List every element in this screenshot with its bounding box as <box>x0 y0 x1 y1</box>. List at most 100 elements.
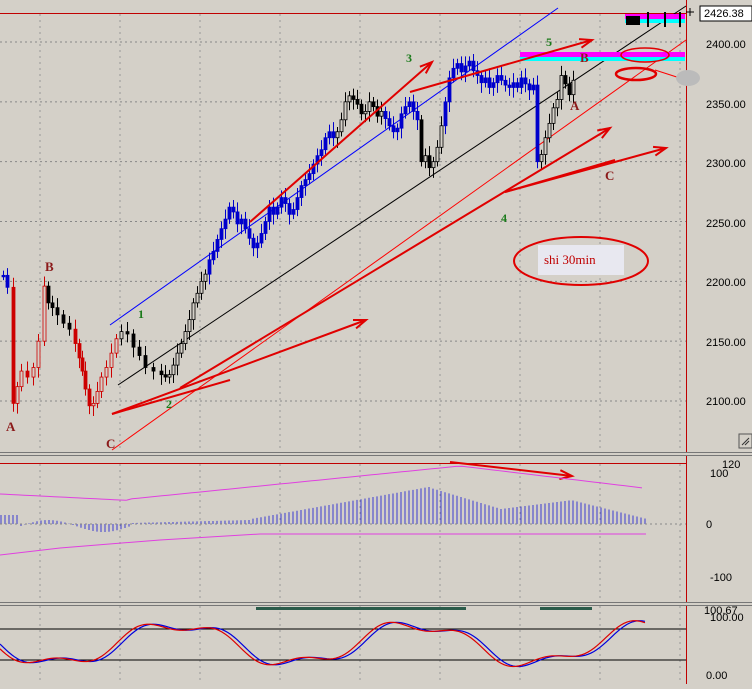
candle-body <box>315 155 320 165</box>
stoch-panel[interactable] <box>0 606 688 682</box>
last-price-label: 2426.38 <box>704 8 744 20</box>
magenta-band <box>520 52 685 57</box>
candle-body <box>151 367 156 372</box>
candle-body <box>331 131 336 139</box>
wave-label-2: 2 <box>166 397 172 411</box>
candle-body <box>379 111 384 117</box>
candle-body <box>531 84 536 91</box>
candles <box>1 53 576 416</box>
price-tick-4: 2200.00 <box>706 277 746 289</box>
candle-body <box>67 322 72 330</box>
candle-body <box>73 328 78 344</box>
candle-body <box>311 163 316 175</box>
candle-body <box>183 331 188 344</box>
candle-body <box>423 155 428 163</box>
zoom-button[interactable] <box>738 433 752 449</box>
candle-body <box>355 99 360 105</box>
macd-top-label: 120 <box>722 459 740 471</box>
candle-body <box>527 83 532 91</box>
candle-body <box>295 197 300 210</box>
candle-body <box>323 137 328 151</box>
wave-label-C: C <box>605 168 614 183</box>
arrow-wave3 <box>249 61 433 223</box>
wave-label-A: A <box>570 98 580 113</box>
annotation-text: shi 30min <box>544 252 596 267</box>
candle-body <box>451 67 456 79</box>
candle-body <box>307 173 312 181</box>
candle-body <box>287 203 292 215</box>
candle-body <box>463 65 468 73</box>
candle-body <box>283 197 288 204</box>
candle-body <box>235 211 240 225</box>
candle-body <box>271 206 276 215</box>
candle-body <box>77 343 82 359</box>
wave-label-3: 3 <box>406 51 412 65</box>
candle-body <box>455 63 460 69</box>
price-tick-0: 2400.00 <box>706 39 746 51</box>
macd-histogram <box>0 465 686 556</box>
cyan-band-top <box>625 19 685 23</box>
candle-body <box>15 386 20 404</box>
trend-channels <box>109 5 687 451</box>
candle-body <box>567 83 572 96</box>
stoch-top-label: 100.67 <box>704 605 738 617</box>
candle-body <box>275 206 280 215</box>
macd-panel[interactable] <box>0 456 688 602</box>
candle-body <box>327 131 332 139</box>
candle-body <box>419 119 424 163</box>
candle-body <box>91 402 96 407</box>
candle-body <box>343 101 348 121</box>
annotation-box <box>538 245 624 275</box>
candle-body <box>143 355 148 368</box>
candle-body <box>487 77 492 88</box>
upper-channel-line <box>109 7 559 326</box>
candle-body <box>279 197 284 208</box>
arrow-wave5-head <box>578 38 595 49</box>
stochastic-lines <box>0 607 686 668</box>
candle-body <box>431 161 436 169</box>
candle-body <box>407 101 412 108</box>
arrow-wave5 <box>409 39 593 93</box>
candle-body <box>515 82 520 88</box>
candle-body <box>207 259 212 275</box>
candle-body <box>339 119 344 133</box>
stoch-bar-1 <box>256 607 466 610</box>
candle-body <box>547 122 552 139</box>
candle-body <box>175 352 180 366</box>
price-tick-3: 2250.00 <box>706 218 746 230</box>
stoch-tick-1: 0.00 <box>706 670 727 682</box>
arrow-wave4-head <box>652 145 669 157</box>
candle-body <box>499 75 504 81</box>
wave-label-B: B <box>580 50 589 65</box>
support-line <box>111 379 231 415</box>
price-tick-6: 2100.00 <box>706 396 746 408</box>
candle-body <box>495 75 500 84</box>
candle-body <box>46 285 51 304</box>
candle-body <box>36 340 41 368</box>
candle-body <box>411 101 416 112</box>
stoch-tick-0: 100.00 <box>710 612 744 624</box>
candle-body <box>1 274 6 278</box>
candle-body <box>551 107 556 124</box>
arrow-macd-divergence <box>449 461 573 477</box>
price-tick-2: 2300.00 <box>706 158 746 170</box>
stoch-bar-2 <box>540 607 592 610</box>
price-tick-1: 2350.00 <box>706 99 746 111</box>
crosshair-icon[interactable] <box>686 8 694 16</box>
candle-body <box>109 352 114 368</box>
candle-body <box>95 391 100 404</box>
arrow-lower-a-head <box>352 318 369 330</box>
candle-body <box>387 118 392 127</box>
macd-axis: 120 100 0 -100 <box>706 459 740 584</box>
candle-body <box>483 77 488 84</box>
candle-body <box>447 77 452 103</box>
candle-body <box>87 388 92 407</box>
candle-body <box>503 79 508 86</box>
candle-body <box>5 274 10 288</box>
candle-body <box>83 370 88 390</box>
candle-body <box>399 113 404 129</box>
macd-lower-band <box>0 533 646 556</box>
wave-label-1: 1 <box>138 307 144 321</box>
candle-body <box>267 206 272 222</box>
